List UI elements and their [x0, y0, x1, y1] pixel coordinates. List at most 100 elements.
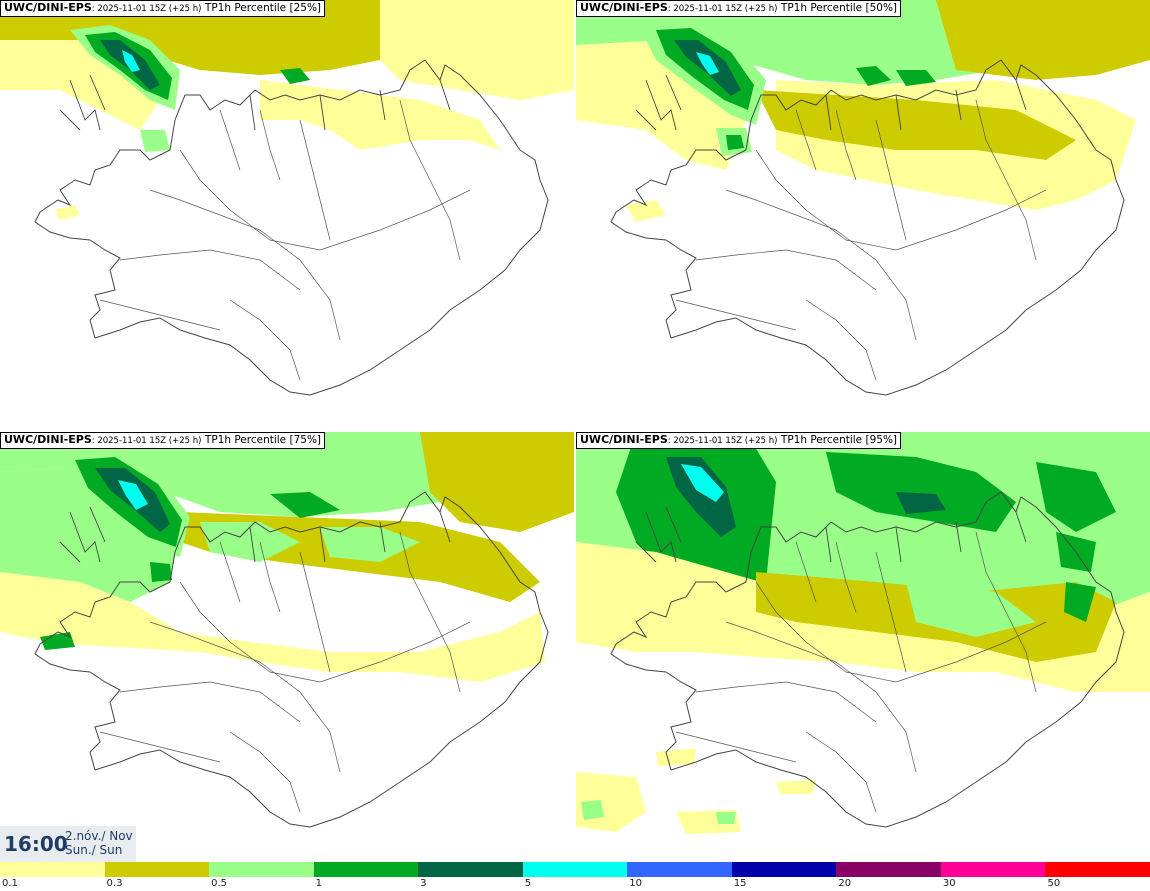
fjord-line [1015, 79, 1027, 111]
panel-title: UWC/DINI-EPS: 2025-11-01 15Z (+25 h) TP1… [576, 432, 902, 449]
legend-tick-label: 10 [629, 878, 642, 889]
fjord-line [439, 511, 451, 543]
precip-area [681, 464, 724, 502]
road-line [119, 681, 301, 723]
panel-title: UWC/DINI-EPS: 2025-11-01 15Z (+25 h) TP1… [0, 432, 326, 449]
valid-time: 16:00 [4, 832, 68, 856]
fjord-line [645, 79, 677, 131]
map-p25 [0, 0, 574, 396]
road-line [725, 621, 917, 773]
precip-area [55, 205, 80, 220]
road-line [399, 99, 461, 261]
precip-area [756, 90, 1076, 160]
fjord-line [895, 526, 902, 563]
road-line [795, 109, 817, 171]
road-line [149, 189, 341, 341]
iceland-coastline [610, 59, 1125, 396]
fjord-line [89, 506, 106, 543]
precip-area [40, 632, 75, 650]
iceland-coastline [610, 491, 1125, 828]
precip-area [118, 480, 148, 510]
road-line [99, 299, 221, 331]
fjord-line [1015, 511, 1027, 543]
road-line [755, 581, 1047, 683]
road-line [119, 249, 301, 291]
map-p95 [576, 432, 1150, 834]
fjord-line [645, 511, 677, 563]
legend-swatch [522, 862, 628, 877]
legend-swatch [0, 862, 105, 877]
fjord-line [955, 89, 962, 121]
fjord-line [319, 94, 326, 131]
precip-area [420, 432, 574, 532]
road-line [219, 541, 241, 603]
fjord-line [249, 94, 256, 131]
road-line [805, 731, 877, 813]
road-line [755, 149, 1047, 251]
map-p75 [0, 432, 574, 828]
road-line [299, 119, 331, 241]
road-line [975, 99, 1037, 261]
legend-tick-label: 5 [524, 878, 532, 889]
precip-area [626, 200, 666, 222]
fjord-line [665, 74, 682, 111]
precip-area [826, 452, 1016, 532]
road-line [299, 551, 331, 673]
precip-area [1064, 582, 1096, 622]
fjord-line [69, 79, 101, 131]
precip-field [0, 0, 574, 220]
precip-area [270, 492, 340, 518]
precip-area [936, 0, 1150, 80]
legend-tick-label: 30 [942, 878, 956, 889]
legend-tick-label: 20 [838, 878, 852, 889]
fjord-line [249, 526, 256, 563]
road-line [179, 149, 471, 251]
map-p50 [576, 0, 1150, 396]
precip-field [576, 0, 1150, 222]
valid-date: 2.nóv./ Nov Sun./ Sun [65, 829, 133, 857]
legend-swatch [940, 862, 1046, 877]
map-panel-p95: UWC/DINI-EPS: 2025-11-01 15Z (+25 h) TP1… [576, 432, 1150, 862]
legend-tick-label: 0.1 [2, 878, 18, 889]
road-line [259, 541, 281, 613]
fjord-line [895, 94, 902, 131]
road-line [179, 581, 471, 683]
iceland-coastline [34, 491, 549, 828]
precip-area [320, 527, 420, 562]
fjord-line [665, 506, 682, 543]
legend-tick-label: 0.3 [106, 878, 123, 889]
road-line [399, 531, 461, 693]
map-panel-p75: UWC/DINI-EPS: 2025-11-01 15Z (+25 h) TP1… [0, 432, 574, 862]
road-line [675, 731, 797, 763]
precip-area [0, 572, 545, 682]
road-line [149, 621, 341, 773]
fjord-line [379, 521, 386, 553]
precip-area [140, 130, 170, 152]
road-line [229, 299, 301, 381]
road-line [835, 541, 857, 613]
legend-tick-label: 0.5 [211, 878, 227, 889]
map-panel-p50: UWC/DINI-EPS: 2025-11-01 15Z (+25 h) TP1… [576, 0, 1150, 430]
road-line [875, 551, 907, 673]
precip-area [716, 812, 736, 824]
precip-field [576, 432, 1150, 834]
legend-tick-label: 50 [1047, 878, 1061, 889]
precip-area [1036, 462, 1116, 532]
precip-area [896, 70, 936, 86]
precip-area [380, 0, 574, 100]
road-line [795, 541, 817, 603]
road-line [835, 109, 857, 181]
precip-area [856, 66, 891, 86]
legend-bar [0, 862, 1150, 877]
legend-swatch [313, 862, 419, 877]
road-line [675, 299, 797, 331]
fjord-line [955, 521, 962, 553]
fjord-line [439, 79, 451, 111]
fjord-line [825, 94, 832, 131]
date-line-1: 2.nóv./ Nov [65, 829, 133, 843]
precip-area [122, 50, 140, 72]
map-panel-p25: UWC/DINI-EPS: 2025-11-01 15Z (+25 h) TP1… [0, 0, 574, 430]
fjord-line [379, 89, 386, 121]
precip-area [0, 0, 380, 75]
legend-swatch [836, 862, 941, 877]
